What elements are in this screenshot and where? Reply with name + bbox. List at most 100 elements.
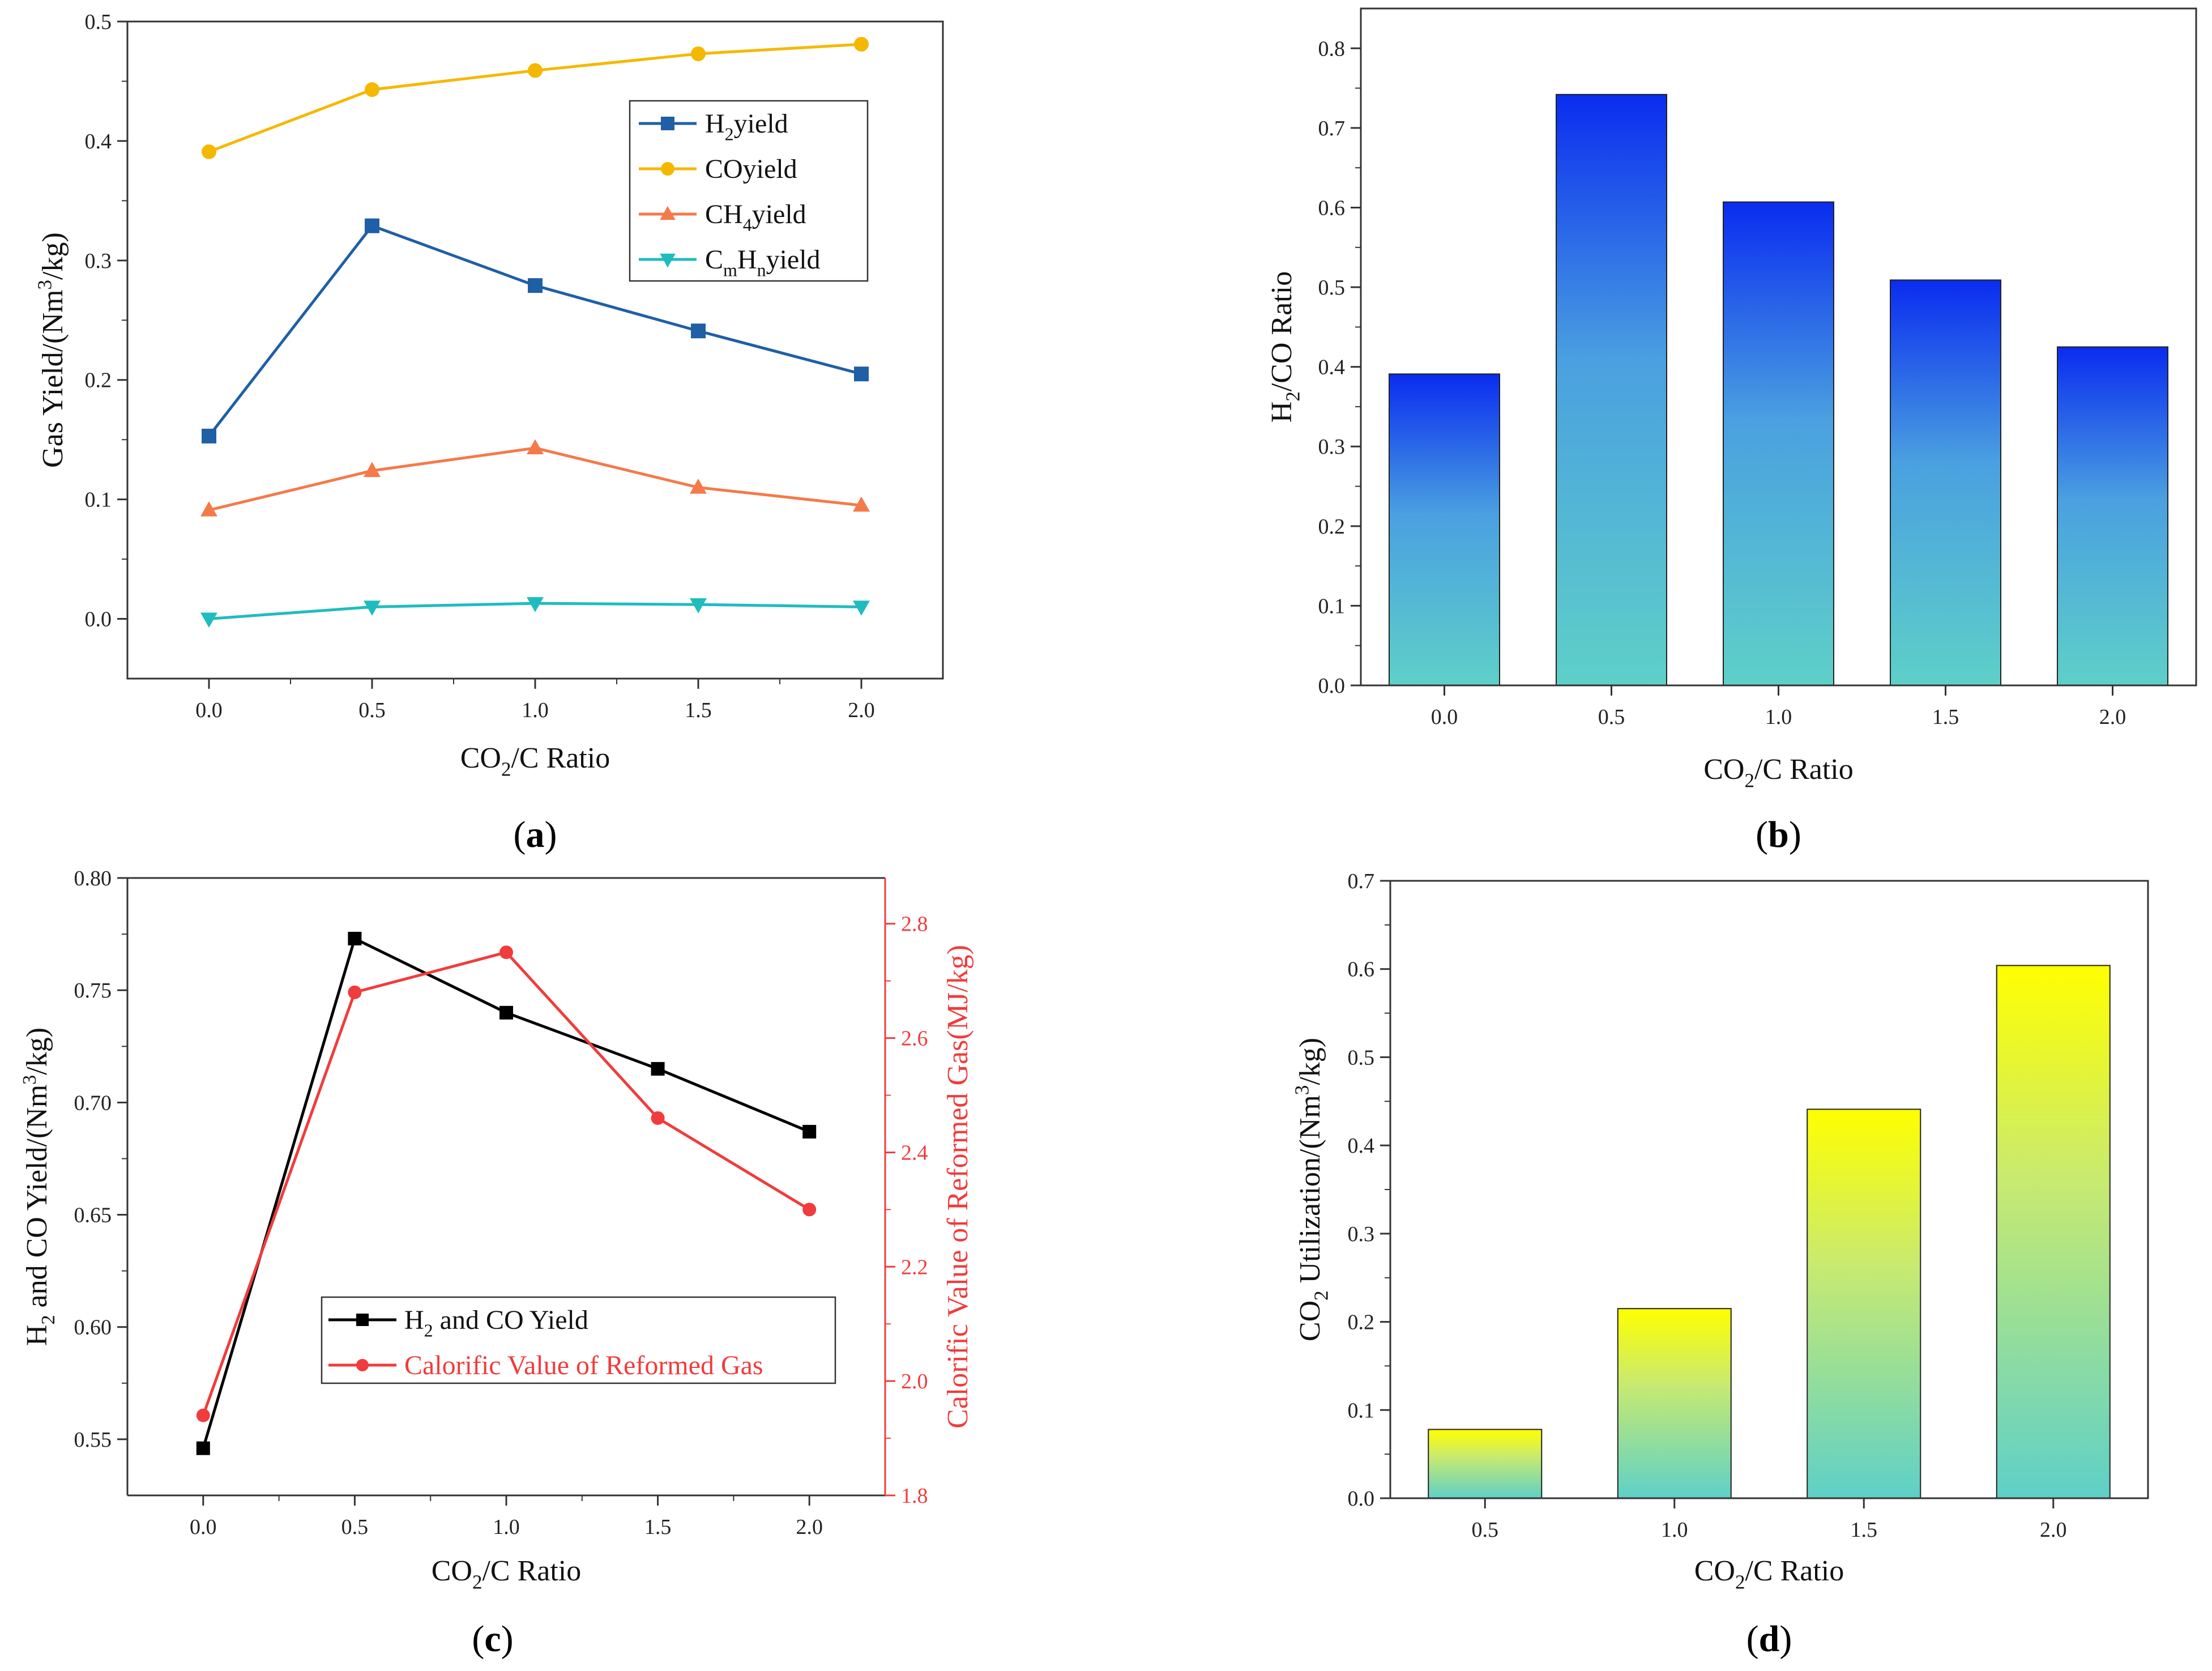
x-axis-label: CO2​/C Ratio bbox=[1703, 753, 1854, 792]
x-tick-label: 1.5 bbox=[1932, 705, 1959, 729]
series-H2-and-CO-Yield bbox=[196, 932, 817, 1455]
legend-label-subscript: 2 bbox=[725, 123, 734, 144]
legend-label: H2yield bbox=[705, 109, 788, 144]
y-axis-label: Gas Yield/(Nm3​/kg) bbox=[33, 232, 69, 468]
y2-axis-label: Calorific Value of Reformed Gas(MJ/kg) bbox=[942, 945, 974, 1429]
x-tick-label: 0.5 bbox=[1598, 705, 1625, 729]
y-tick-label: 0.60 bbox=[74, 1316, 112, 1340]
series-COyield bbox=[202, 37, 869, 159]
label-superscript: 3 bbox=[19, 1075, 40, 1085]
y-tick-label: 0.80 bbox=[74, 867, 112, 890]
panel-label: (d) bbox=[1746, 1618, 1792, 1660]
legend-label-text: yield bbox=[752, 199, 806, 229]
legend-label: H2 and CO Yield bbox=[404, 1305, 588, 1340]
y-tick-label: 0.6 bbox=[1318, 196, 1346, 220]
x-tick-label: 0.5 bbox=[341, 1515, 369, 1539]
legend-label-subscript: m bbox=[723, 259, 737, 280]
bar bbox=[1996, 965, 2111, 1499]
y-tick-label: 0.0 bbox=[85, 608, 112, 632]
y-tick-label: 2.4 bbox=[901, 1141, 928, 1165]
data-point-marker bbox=[528, 63, 543, 78]
label-subscript: 2 bbox=[501, 758, 511, 781]
label-superscript: 3 bbox=[1291, 1085, 1313, 1095]
panel-label-letter: d bbox=[1759, 1618, 1780, 1660]
y-tick-label: 0.0 bbox=[1348, 1487, 1375, 1511]
panel-label-paren: ( bbox=[514, 814, 526, 855]
x-tick-label: 1.5 bbox=[685, 698, 712, 722]
label-superscript: 3 bbox=[33, 280, 55, 290]
y-tick-label: 0.5 bbox=[1318, 276, 1346, 300]
panel-label-letter: b bbox=[1768, 814, 1789, 855]
panel-label-paren: ) bbox=[1779, 1618, 1792, 1660]
label-text: /CO Ratio bbox=[1266, 271, 1298, 391]
bar bbox=[1556, 93, 1667, 686]
legend-label-subscript: n bbox=[757, 259, 766, 280]
legend-box bbox=[321, 1296, 836, 1384]
y-tick-label: 0.55 bbox=[74, 1428, 112, 1452]
data-point-marker bbox=[690, 598, 707, 613]
series-line bbox=[208, 446, 862, 512]
label-subscript: 2 bbox=[1310, 1290, 1333, 1301]
legend-box bbox=[629, 100, 869, 282]
data-point-marker bbox=[364, 600, 381, 616]
label-text: /kg) bbox=[21, 1028, 53, 1075]
y-tick-label: 1.8 bbox=[901, 1484, 928, 1508]
y-tick-label: 0.4 bbox=[1318, 356, 1346, 380]
data-point-marker bbox=[660, 206, 676, 220]
y-tick-label: 0.3 bbox=[1318, 435, 1346, 459]
legend-label-text: H bbox=[404, 1305, 424, 1335]
data-point-marker bbox=[690, 478, 707, 494]
label-text: CO bbox=[1694, 1555, 1735, 1587]
data-point-marker bbox=[661, 117, 674, 130]
x-tick-label: 1.5 bbox=[644, 1515, 672, 1539]
y-tick-label: 0.7 bbox=[1318, 117, 1346, 140]
data-point-marker bbox=[651, 1111, 665, 1125]
y-tick-label: 0.8 bbox=[1318, 37, 1346, 61]
legend-label: CmHnyield bbox=[705, 245, 821, 280]
x-tick-label: 2.0 bbox=[2099, 705, 2126, 729]
data-point-marker bbox=[651, 1062, 665, 1076]
label-text: /C Ratio bbox=[1754, 753, 1854, 786]
y-axis-label: H2​ and CO Yield/(Nm3​/kg) bbox=[19, 1028, 59, 1346]
y-tick-label: 0.2 bbox=[1348, 1311, 1375, 1335]
data-point-marker bbox=[528, 278, 543, 293]
series-CmHnyield bbox=[200, 597, 870, 628]
data-point-marker bbox=[365, 218, 379, 233]
data-point-marker bbox=[364, 462, 381, 478]
legend-label-text: H bbox=[705, 109, 725, 139]
bar bbox=[1807, 1109, 1921, 1499]
data-point-marker bbox=[200, 612, 217, 628]
legend-label-text: and CO Yield bbox=[433, 1305, 588, 1335]
data-point-marker bbox=[854, 366, 869, 382]
label-text: Utilization/(Nm bbox=[1294, 1095, 1326, 1290]
x-tick-label: 0.0 bbox=[195, 698, 223, 722]
y-tick-label: 2.8 bbox=[901, 913, 928, 936]
bar bbox=[1428, 1429, 1543, 1499]
legend-label: CH4yield bbox=[705, 199, 806, 235]
x-tick-label: 0.5 bbox=[1472, 1518, 1499, 1542]
y-tick-label: 0.2 bbox=[1318, 515, 1346, 539]
label-text: CO bbox=[1294, 1301, 1326, 1341]
legend-label: Calorific Value of Reformed Gas bbox=[404, 1350, 763, 1380]
data-point-marker bbox=[527, 439, 544, 454]
x-tick-label: 2.0 bbox=[796, 1515, 823, 1539]
panel-label-letter: a bbox=[526, 814, 545, 855]
panel-label: (b) bbox=[1756, 814, 1801, 855]
data-point-marker bbox=[499, 1005, 513, 1020]
series-H2yield bbox=[202, 218, 869, 444]
label-text: H bbox=[1266, 402, 1298, 423]
x-tick-label: 1.0 bbox=[522, 698, 549, 722]
legend-label-text: yield bbox=[766, 245, 821, 275]
legend-label-text: CH bbox=[705, 199, 743, 229]
x-tick-label: 0.5 bbox=[358, 698, 386, 722]
data-point-marker bbox=[802, 1203, 817, 1217]
legend: H2 and CO Yield Calorific Value of Reform… bbox=[321, 1296, 836, 1384]
data-point-marker bbox=[853, 496, 870, 512]
data-point-marker bbox=[348, 932, 362, 946]
label-text: and CO Yield/(Nm bbox=[21, 1085, 53, 1315]
label-text: /kg) bbox=[1294, 1038, 1326, 1085]
label-text: CO bbox=[460, 742, 501, 774]
x-tick-label: 2.0 bbox=[2040, 1518, 2067, 1542]
x-tick-label: 1.0 bbox=[493, 1515, 520, 1539]
